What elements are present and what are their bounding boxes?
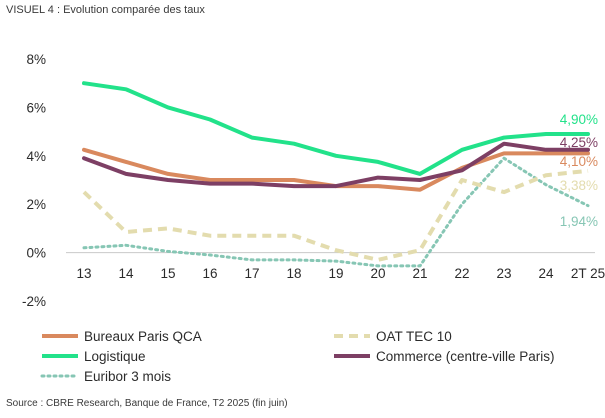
x-tick-label: 15 bbox=[160, 266, 175, 281]
y-tick-label: 6% bbox=[26, 100, 46, 115]
y-axis-ticks: 8% 6% 4% 2% 0% -2% bbox=[22, 52, 46, 309]
end-value-label: 4,90% bbox=[560, 112, 598, 127]
y-tick-label: 0% bbox=[26, 246, 46, 261]
legend-label: Commerce (centre-ville Paris) bbox=[376, 349, 555, 364]
series-line-oat-tec-10 bbox=[82, 168, 589, 262]
y-tick-label: 2% bbox=[26, 197, 46, 212]
source-note: Source : CBRE Research, Banque de France… bbox=[6, 398, 288, 409]
y-tick-label: 4% bbox=[26, 149, 46, 164]
x-tick-label: 22 bbox=[454, 266, 469, 281]
y-tick-label: 8% bbox=[26, 52, 46, 67]
x-tick-label: 23 bbox=[496, 266, 511, 281]
y-tick-label: -2% bbox=[22, 294, 46, 309]
chart-title: VISUEL 4 : Evolution comparée des taux bbox=[6, 4, 205, 16]
end-value-label: 4,25% bbox=[560, 135, 598, 150]
series-line-euribor-3-mois bbox=[82, 156, 590, 268]
end-value-label: 1,94% bbox=[560, 214, 598, 229]
x-tick-label: 20 bbox=[370, 266, 385, 281]
x-axis-ticks: 13 14 15 16 17 18 19 20 21 22 23 24 2T 25 bbox=[76, 266, 605, 281]
x-tick-label: 13 bbox=[76, 266, 91, 281]
x-tick-label: 21 bbox=[412, 266, 427, 281]
series-lines bbox=[82, 81, 590, 268]
x-tick-label: 18 bbox=[286, 266, 301, 281]
end-value-label: 3,38% bbox=[560, 178, 598, 193]
x-tick-label: 19 bbox=[328, 266, 343, 281]
legend-label: Logistique bbox=[84, 349, 146, 364]
legend-label: Euribor 3 mois bbox=[84, 369, 171, 384]
legend-label: Bureaux Paris QCA bbox=[84, 329, 202, 344]
x-tick-label: 2T 25 bbox=[571, 266, 605, 281]
end-labels: 4,10% 3,38% 4,90% 4,25% 1,94% bbox=[560, 112, 598, 229]
legend-label: OAT TEC 10 bbox=[376, 329, 452, 344]
x-tick-label: 16 bbox=[202, 266, 217, 281]
x-tick-label: 17 bbox=[244, 266, 259, 281]
x-tick-label: 24 bbox=[538, 266, 554, 281]
x-tick-label: 14 bbox=[118, 266, 134, 281]
legend: Bureaux Paris QCA OAT TEC 10 Logistique Com… bbox=[40, 329, 555, 384]
series-line-commerce-centre-ville-paris bbox=[82, 141, 590, 189]
end-value-label: 4,10% bbox=[560, 154, 598, 169]
series-line-logistique bbox=[82, 81, 590, 176]
